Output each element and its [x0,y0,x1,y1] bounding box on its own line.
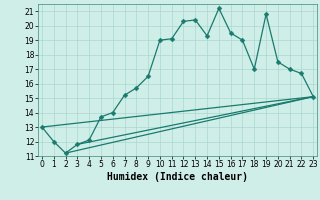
X-axis label: Humidex (Indice chaleur): Humidex (Indice chaleur) [107,172,248,182]
